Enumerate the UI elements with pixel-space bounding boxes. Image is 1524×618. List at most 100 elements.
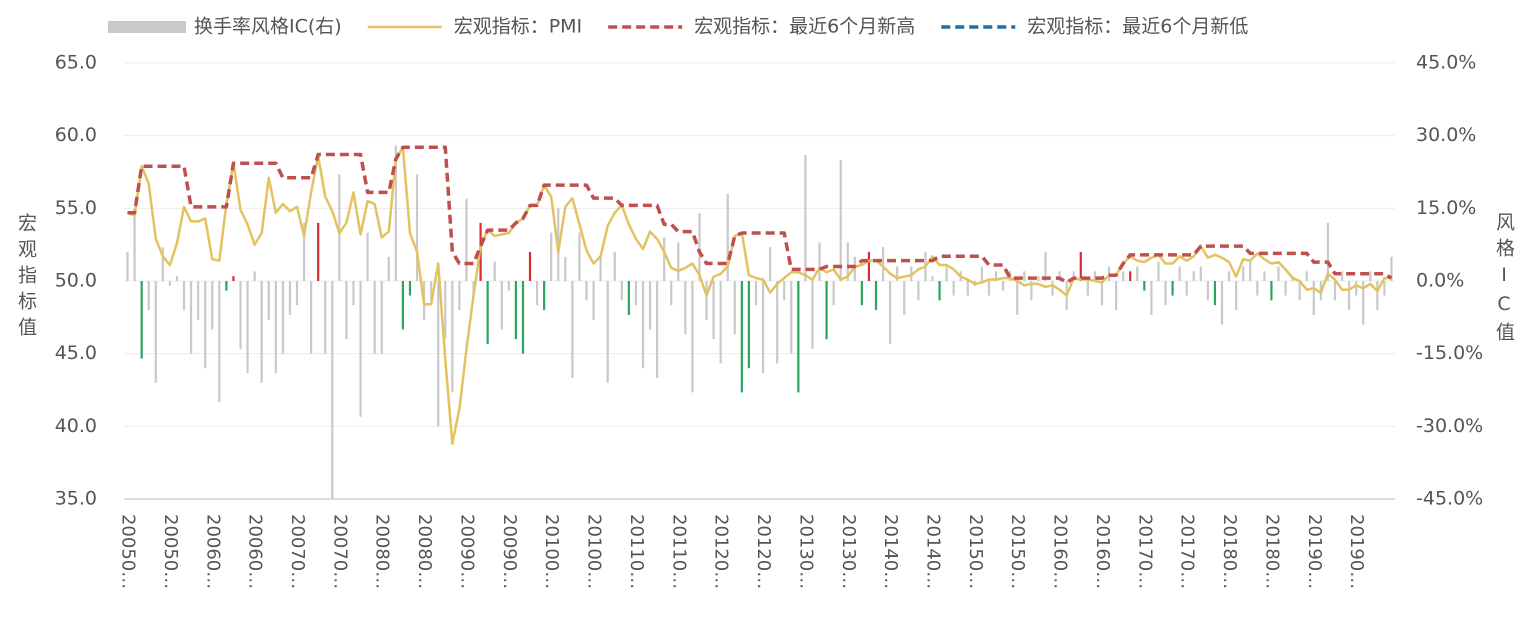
bar — [500, 281, 503, 330]
legend-label: 宏观指标：最近6个月新高 — [694, 16, 915, 38]
bar — [317, 222, 320, 281]
bar — [1376, 281, 1379, 311]
bar — [917, 281, 920, 301]
bar — [486, 281, 489, 344]
bar — [733, 281, 736, 335]
bar — [543, 281, 546, 311]
x-tick-label: 20180… — [1261, 514, 1282, 589]
bar — [641, 281, 645, 369]
bar — [1348, 281, 1351, 311]
bar — [246, 281, 249, 374]
bar — [352, 281, 355, 306]
y2-tick-label: 0.0% — [1416, 270, 1464, 292]
bar — [1016, 281, 1019, 315]
x-tick-label: 20090… — [456, 514, 477, 589]
bar — [931, 276, 934, 281]
bar — [1284, 281, 1287, 296]
bar — [1355, 281, 1358, 296]
x-tick-label: 20090… — [499, 514, 520, 589]
bar — [140, 281, 143, 359]
bar — [535, 281, 539, 306]
bar — [712, 281, 715, 340]
bar — [507, 281, 510, 291]
bar — [366, 232, 369, 281]
x-tick-label: 20080… — [372, 514, 393, 589]
bar — [1171, 281, 1174, 296]
bar — [1185, 281, 1188, 296]
bar — [592, 281, 595, 320]
bar — [211, 281, 214, 330]
bar — [394, 145, 397, 281]
bar — [578, 232, 581, 281]
bar — [1002, 281, 1005, 291]
bar — [1079, 251, 1082, 281]
x-tick-label: 20120… — [711, 514, 732, 589]
bar — [288, 281, 292, 315]
bar — [648, 281, 652, 330]
legend-label: 宏观指标：PMI — [454, 16, 582, 38]
x-tick-label: 20170… — [1134, 514, 1155, 589]
bar — [493, 261, 496, 281]
bar — [274, 281, 277, 374]
bar — [204, 281, 207, 369]
bar — [726, 193, 729, 281]
x-tick-label: 20130… — [795, 514, 816, 589]
bar — [1199, 266, 1202, 281]
bar — [1312, 281, 1315, 315]
bar — [267, 281, 270, 320]
bar — [415, 174, 419, 281]
x-tick-label: 20190… — [1346, 514, 1367, 589]
y2-tick-label: -30.0% — [1416, 415, 1483, 437]
bar — [853, 256, 856, 281]
bar — [154, 281, 157, 383]
bar — [260, 281, 263, 383]
x-tick-label: 20140… — [880, 514, 901, 589]
bar — [253, 271, 256, 281]
bar — [797, 281, 800, 393]
bar — [387, 256, 390, 281]
bar — [302, 222, 306, 281]
bar — [1136, 266, 1139, 281]
bar — [345, 281, 348, 340]
bar — [1383, 281, 1386, 296]
bar — [1086, 281, 1089, 296]
x-tick-label: 20190… — [1304, 514, 1325, 589]
bar — [811, 281, 814, 349]
bar — [1037, 276, 1040, 281]
bar — [1114, 281, 1118, 311]
bar — [670, 281, 673, 306]
y2-tick-label: 45.0% — [1416, 52, 1476, 74]
legend-label: 宏观指标：最近6个月新低 — [1027, 16, 1248, 38]
bar — [161, 247, 164, 281]
bar — [126, 251, 129, 281]
x-tick-label: 20120… — [753, 514, 774, 589]
bar — [825, 281, 828, 340]
bar — [1333, 281, 1337, 301]
bar — [1277, 266, 1280, 281]
bar — [1263, 271, 1266, 281]
bar — [1030, 281, 1033, 301]
bar — [550, 232, 553, 281]
bar — [1305, 271, 1308, 281]
y-tick-label: 50.0 — [55, 270, 97, 292]
bar — [168, 281, 171, 286]
bar — [1093, 271, 1097, 281]
bar — [1058, 271, 1061, 281]
bar — [818, 242, 821, 281]
bar — [966, 281, 969, 296]
y-axis-title: 宏观指标值 — [15, 213, 37, 343]
bar — [182, 281, 186, 311]
legend-label: 换手率风格IC(右) — [194, 16, 342, 38]
bar — [945, 266, 948, 281]
bar — [218, 281, 221, 403]
bar — [373, 281, 376, 354]
bar — [747, 281, 751, 369]
bar — [938, 281, 941, 301]
bar — [634, 281, 638, 306]
bar — [903, 281, 906, 315]
bar — [846, 242, 849, 281]
bar — [987, 281, 991, 296]
y2-tick-label: 15.0% — [1416, 197, 1476, 219]
bar — [867, 251, 871, 281]
